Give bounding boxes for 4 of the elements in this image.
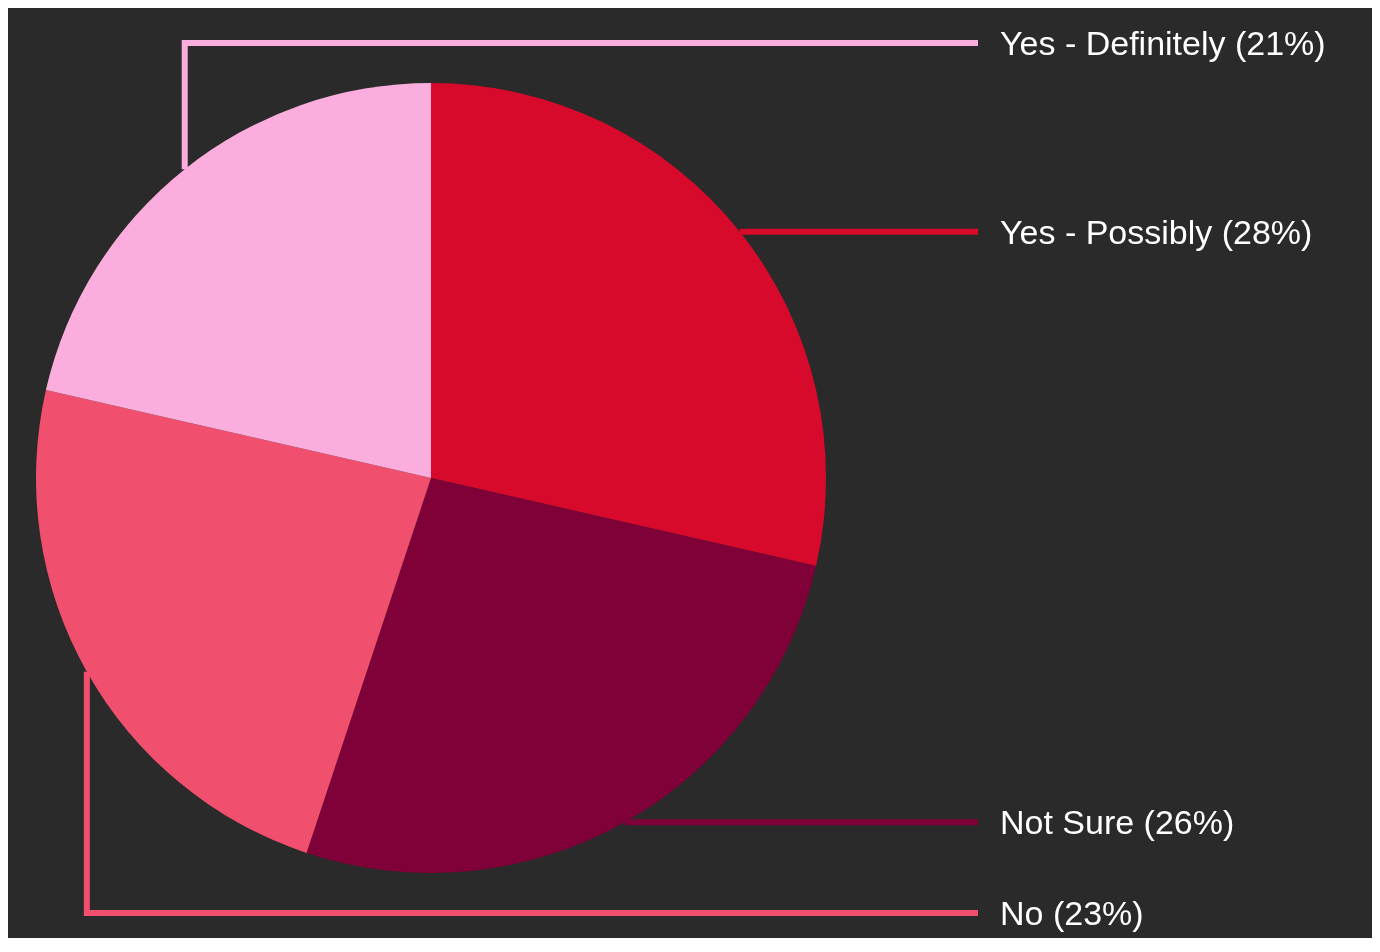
slice-label: Yes - Definitely (21%): [1000, 23, 1326, 62]
slice-label: No (23%): [1000, 893, 1144, 932]
slice-label: Yes - Possibly (28%): [1000, 212, 1313, 251]
slice-label: Not Sure (26%): [1000, 803, 1235, 842]
